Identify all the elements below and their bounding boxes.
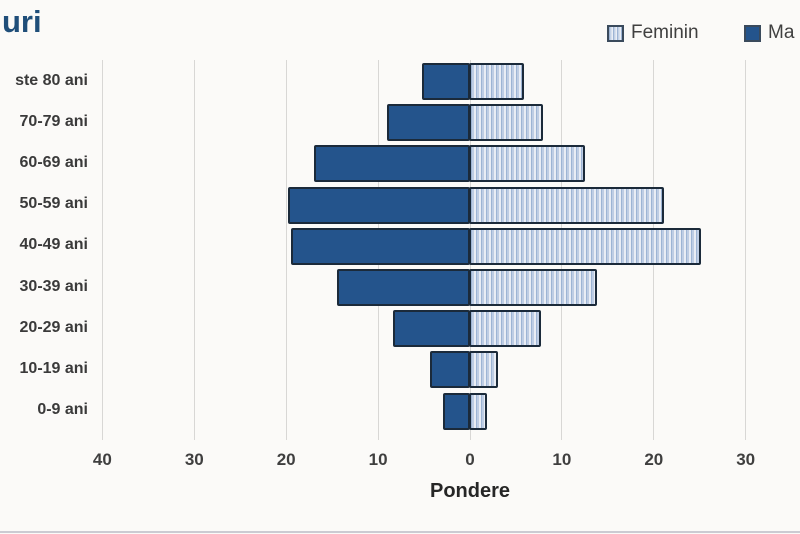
- y-axis-label: 40-49 ani: [19, 236, 88, 254]
- bar-feminin: [469, 145, 585, 183]
- bar-masculin: [387, 104, 470, 142]
- x-tick-label: 10: [368, 450, 388, 469]
- bar-masculin: [288, 186, 470, 224]
- y-axis-label: ste 80 ani: [15, 71, 88, 89]
- bar-feminin: [469, 227, 701, 265]
- bar-masculin: [443, 392, 470, 430]
- y-axis-label: 50-59 ani: [19, 195, 88, 213]
- gridline: [285, 60, 287, 440]
- feminin-striped-swatch-icon: [607, 24, 624, 42]
- gridline: [101, 60, 103, 440]
- y-axis-label: 30-39 ani: [19, 277, 88, 295]
- bar-masculin: [392, 310, 470, 348]
- bar-feminin: [469, 310, 541, 348]
- x-tick-label: 0: [465, 450, 475, 469]
- y-axis-label: 60-69 ani: [19, 153, 88, 171]
- x-tick-label: 30: [184, 450, 204, 469]
- x-axis-title: Pondere: [429, 480, 511, 502]
- chart-title: uri: [2, 4, 42, 39]
- bar-feminin: [469, 104, 543, 142]
- bar-masculin: [422, 63, 470, 100]
- legend-item-feminin: Feminin: [607, 22, 699, 44]
- x-tick-label: 20: [276, 450, 296, 469]
- x-tick-label: 10: [552, 450, 572, 469]
- x-tick-label: 40: [92, 450, 112, 469]
- bar-feminin: [469, 269, 597, 306]
- gridline: [193, 60, 195, 440]
- x-tick-label: 20: [644, 450, 664, 469]
- x-tick-label: 30: [736, 450, 756, 469]
- bar-feminin: [469, 186, 664, 224]
- y-axis-label: 70-79 ani: [19, 112, 88, 130]
- bar-masculin: [430, 351, 470, 389]
- y-axis-label: 0-9 ani: [37, 401, 88, 419]
- masculin-solid-swatch-icon: [744, 24, 761, 42]
- bar-masculin: [290, 227, 470, 265]
- bar-masculin: [313, 145, 470, 183]
- gridline: [745, 60, 747, 440]
- bar-masculin: [336, 269, 470, 306]
- legend-label-masculin: Ma: [768, 22, 795, 43]
- bar-feminin: [469, 351, 499, 389]
- legend-item-masculin: Ma: [744, 22, 794, 44]
- bottom-divider-line: [0, 531, 800, 533]
- y-axis-label: 20-29 ani: [19, 318, 88, 336]
- legend-label-feminin: Feminin: [631, 22, 699, 43]
- y-axis-label: 10-19 ani: [19, 359, 88, 377]
- bar-feminin: [469, 63, 525, 100]
- bar-feminin: [469, 392, 488, 430]
